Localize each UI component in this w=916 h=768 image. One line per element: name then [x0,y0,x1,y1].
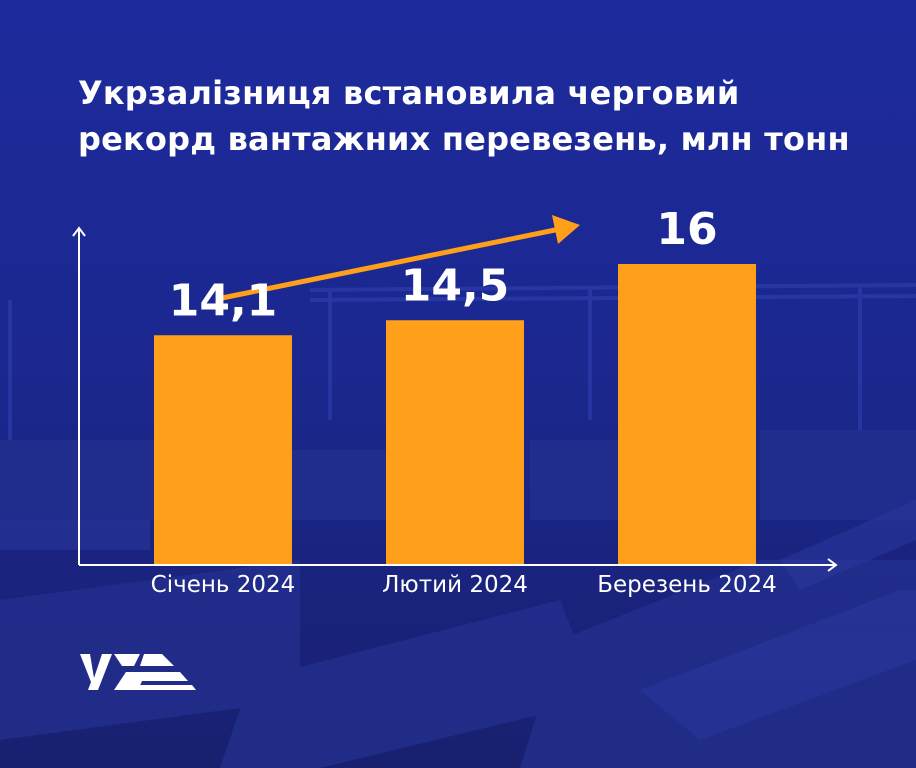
bar-2 [386,320,524,564]
uz-logo-icon [80,654,196,690]
bar-3 [618,264,756,564]
category-label-3: Березень 2024 [597,572,777,598]
category-label-2: Лютий 2024 [382,572,528,598]
bar-1 [154,335,292,564]
title-line-2: рекорд вантажних перевезень, млн тонн [78,120,850,158]
category-label-1: Січень 2024 [151,572,296,598]
trend-arrow-icon [219,215,580,301]
bar-value-label-2: 14,5 [401,260,510,311]
title-line-1: Укрзалізниця встановила черговий [78,74,740,112]
x-axis [79,558,838,572]
y-axis [72,226,86,565]
bar-value-label-1: 14,1 [169,275,278,326]
bar-value-label-3: 16 [656,204,717,255]
chart-title: Укрзалізниця встановила черговий рекорд … [78,70,858,162]
